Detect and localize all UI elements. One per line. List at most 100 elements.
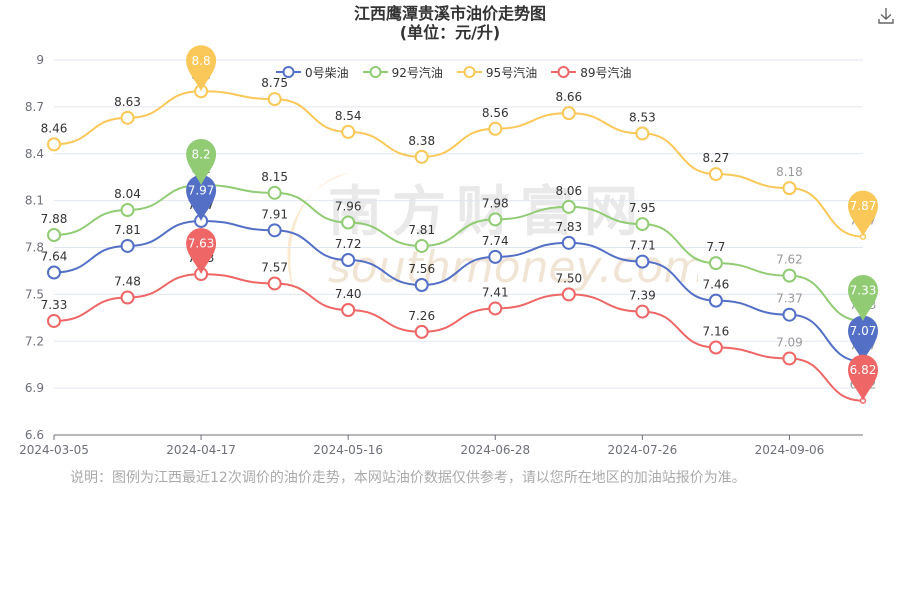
data-label: 7.81 [114, 223, 141, 237]
data-point [782, 181, 797, 196]
data-label: 7.62 [776, 253, 803, 267]
data-label: 7.46 [703, 278, 730, 292]
data-label: 8.54 [335, 109, 362, 123]
data-label: 7.33 [41, 298, 68, 312]
data-point [635, 126, 650, 141]
data-point [341, 215, 356, 230]
data-label: 7.50 [555, 271, 582, 285]
x-tick-label: 2024-07-26 [607, 443, 677, 457]
data-label: 7.37 [776, 292, 803, 306]
chart-note: 说明：图例为江西最近12次调价的油价走势，本网站油价数据仅供参考，请以您所在地区… [70, 470, 746, 486]
data-label: 7.16 [703, 325, 730, 339]
y-tick-label: 8.4 [25, 147, 44, 161]
data-point [120, 110, 135, 125]
chart-title: 江西鹰潭贵溪市油价走势图 (单位：元/升) [0, 4, 900, 42]
data-point [488, 249, 503, 264]
max-pin: 7.63 [186, 228, 217, 275]
data-label: 7.81 [408, 223, 435, 237]
legend-item[interactable]: 95号汽油 [456, 64, 538, 81]
pin-shape [186, 228, 217, 275]
series-line [53, 90, 864, 238]
data-point [488, 121, 503, 136]
series-line [53, 183, 864, 322]
data-point [414, 149, 429, 164]
data-label: 8.63 [114, 95, 141, 109]
data-label: 7.71 [629, 239, 656, 253]
data-label: 8.18 [776, 165, 803, 179]
data-point [635, 254, 650, 269]
legend-label: 0号柴油 [305, 65, 349, 80]
data-point [120, 238, 135, 253]
max-pin: 8.8 [186, 45, 217, 92]
y-tick-label: 7.5 [25, 287, 44, 301]
data-point [267, 185, 282, 200]
legend-item[interactable]: 0号柴油 [276, 64, 349, 81]
data-label: 7.88 [41, 212, 68, 226]
pin-shape [186, 139, 217, 185]
chart-title-line1: 江西鹰潭贵溪市油价走势图 [353, 4, 546, 23]
legend-item[interactable]: 89号汽油 [551, 64, 631, 81]
max-pin: 8.2 [186, 139, 217, 185]
series-line [53, 219, 864, 363]
data-label: 7.57 [261, 260, 288, 274]
data-point [47, 265, 61, 280]
y-tick-label: 9 [36, 53, 44, 67]
data-point [414, 278, 429, 292]
series-0: 7.647.817.977.917.727.567.747.837.717.46… [41, 198, 876, 365]
last-pin: 7.07 [848, 315, 878, 362]
pin-label: 7.63 [188, 237, 215, 251]
data-point [561, 106, 576, 121]
legend-line-icon [362, 66, 388, 78]
data-label: 7.48 [114, 275, 141, 289]
data-point [561, 235, 576, 250]
y-tick-label: 7.2 [25, 334, 44, 348]
legend-line-icon [456, 66, 482, 78]
last-pin: 7.33 [848, 274, 878, 321]
y-tick-label: 8.1 [25, 194, 44, 208]
data-label: 8.46 [41, 121, 68, 135]
data-point [414, 238, 429, 253]
data-label: 7.26 [408, 309, 435, 323]
data-label: 7.91 [261, 207, 288, 221]
x-tick-label: 2024-06-28 [460, 443, 530, 457]
data-label: 8.75 [261, 76, 288, 90]
download-icon[interactable] [876, 6, 896, 26]
data-point [782, 268, 797, 283]
pin-label: 7.87 [850, 199, 877, 213]
legend-label: 95号汽油 [485, 65, 538, 80]
pin-shape [848, 354, 878, 401]
data-label: 8.04 [114, 187, 141, 201]
max-pin: 7.97 [186, 174, 217, 221]
data-label: 7.41 [482, 285, 509, 299]
data-point [708, 256, 723, 271]
data-label: 7.74 [482, 234, 509, 248]
data-point [561, 287, 576, 302]
data-point [267, 92, 282, 107]
pin-label: 7.07 [850, 324, 877, 338]
data-point [782, 351, 797, 366]
data-label: 8.15 [261, 170, 288, 184]
chart-title-line2: (单位：元/升) [399, 23, 501, 42]
data-label: 7.7 [706, 240, 725, 254]
pin-shape [848, 190, 878, 237]
data-point [267, 276, 282, 291]
last-pin: 6.82 [848, 354, 878, 401]
y-tick-label: 7.8 [25, 241, 44, 255]
data-point [341, 124, 356, 139]
series-line [53, 273, 864, 402]
data-point [782, 307, 797, 322]
data-label: 7.56 [408, 262, 435, 276]
watermark-cn: 南方财富网 [328, 180, 648, 243]
data-point [561, 199, 576, 214]
data-label: 7.83 [555, 220, 582, 234]
data-point [708, 167, 723, 182]
data-point [414, 324, 429, 339]
data-label: 7.39 [629, 289, 656, 303]
legend: 0号柴油 92号汽油 95号汽油 89号汽油 [276, 62, 645, 82]
data-point [47, 228, 61, 242]
watermark-en: southmoney.com [328, 242, 698, 293]
data-point [708, 293, 723, 308]
legend-line-icon [276, 66, 301, 78]
pin-shape [186, 45, 217, 92]
legend-item[interactable]: 92号汽油 [362, 64, 443, 81]
